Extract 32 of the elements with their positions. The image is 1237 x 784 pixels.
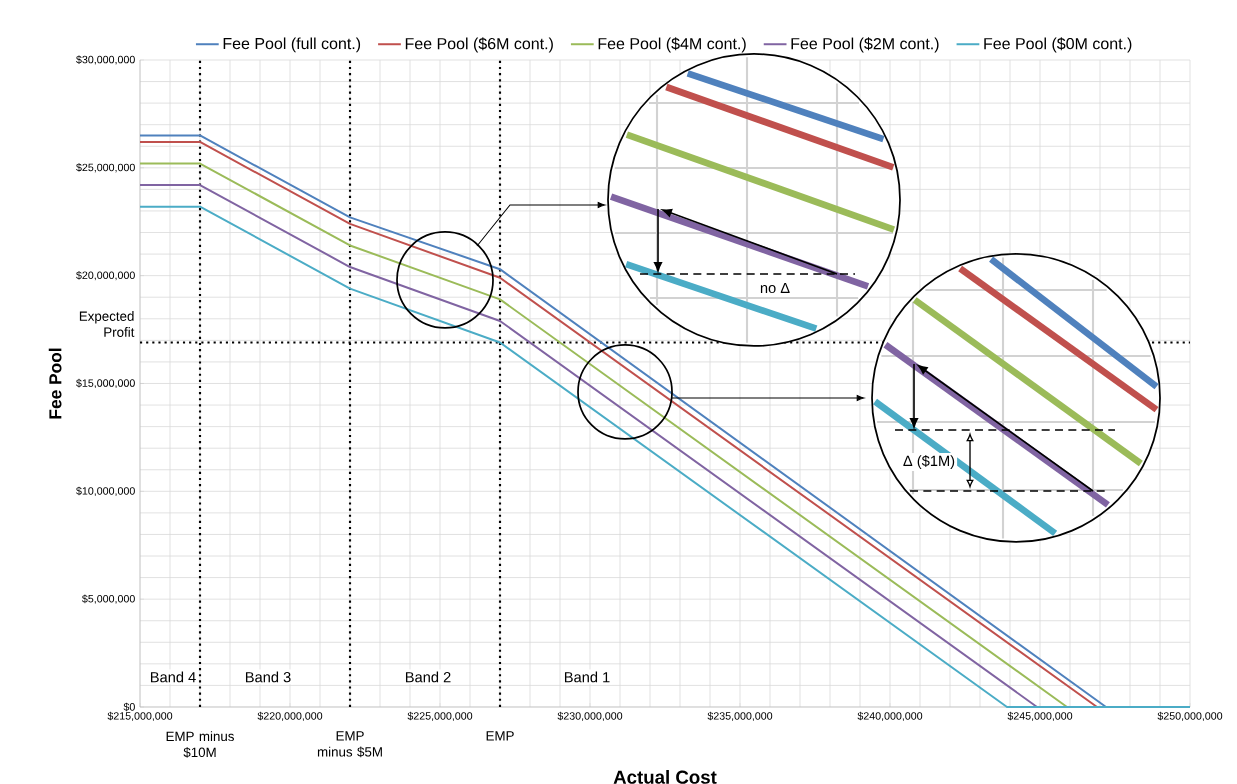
y-tick-label: $25,000,000 [76, 163, 135, 173]
y-tick-label: $0 [123, 702, 135, 712]
y-tick-label: $20,000,000 [76, 271, 135, 281]
x-tick-label: $245,000,000 [1007, 711, 1073, 721]
x-tick-label: $230,000,000 [557, 711, 623, 721]
legend-label: Fee Pool ($4M cont.) [598, 37, 746, 53]
x-tick-label: $235,000,000 [707, 711, 773, 721]
annotation: Band 2 [405, 671, 451, 683]
x-axis-title: Actual Cost [613, 770, 717, 784]
y-tick-label: $10,000,000 [76, 486, 135, 496]
legend-label: Fee Pool ($6M cont.) [405, 37, 553, 53]
legend-label: Fee Pool ($2M cont.) [791, 37, 939, 53]
annotation: Band 3 [245, 671, 291, 683]
x-tick-label: $240,000,000 [857, 711, 923, 721]
annotation: no Δ [760, 282, 790, 294]
y-tick-label: $5,000,000 [82, 594, 135, 604]
y-tick-label: $15,000,000 [76, 378, 135, 389]
annotation: Band 1 [564, 671, 610, 683]
y-tick-label: $30,000,000 [76, 55, 135, 65]
legend-label: Fee Pool ($0M cont.) [984, 37, 1132, 53]
x-tick-label: $220,000,000 [257, 711, 323, 721]
x-tick-label: $225,000,000 [407, 711, 473, 721]
y-axis-title: Fee Pool [48, 348, 62, 419]
legend-label: Fee Pool (full cont.) [223, 37, 361, 53]
annotation: Band 4 [150, 671, 196, 683]
ref-line-label: EMP minus $10M [166, 731, 234, 758]
x-tick-label: $215,000,000 [107, 711, 173, 721]
annotation: Δ ($1M) [903, 455, 955, 469]
x-tick-label: $250,000,000 [1157, 711, 1223, 721]
ref-line-label: EMP minus $5M [317, 731, 382, 758]
ref-line-label: EMP [486, 731, 514, 741]
ref-line-label: Expected Profit [79, 311, 135, 337]
